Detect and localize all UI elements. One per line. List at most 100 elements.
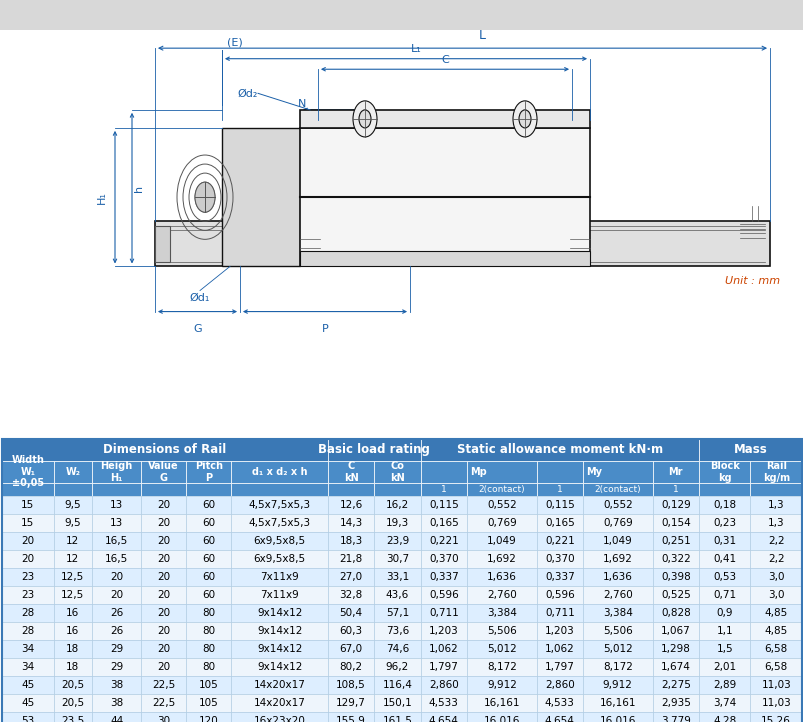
Text: 1,062: 1,062 <box>429 644 459 654</box>
Bar <box>420 461 467 483</box>
Text: 43,6: 43,6 <box>385 590 409 600</box>
Bar <box>186 622 231 640</box>
Text: 16,016: 16,016 <box>483 716 520 722</box>
Text: 108,5: 108,5 <box>336 680 365 690</box>
Text: 1,203: 1,203 <box>429 626 459 636</box>
Bar <box>374 622 420 640</box>
Text: 15: 15 <box>21 500 35 510</box>
Text: 6,58: 6,58 <box>764 644 787 654</box>
Text: 60: 60 <box>202 536 215 546</box>
Text: 22,5: 22,5 <box>152 698 175 708</box>
Text: Ød₂: Ød₂ <box>238 88 258 98</box>
Bar <box>2 640 54 658</box>
Bar <box>536 712 582 722</box>
Text: 4,654: 4,654 <box>428 716 459 722</box>
Bar <box>231 496 328 514</box>
Bar <box>467 640 536 658</box>
Text: Value
G: Value G <box>149 461 179 482</box>
Text: 0,9: 0,9 <box>715 608 732 618</box>
Bar <box>328 694 374 712</box>
Text: 1: 1 <box>556 485 562 494</box>
Bar <box>222 128 300 266</box>
Bar <box>92 658 141 676</box>
Bar <box>420 496 467 514</box>
Bar <box>652 550 698 568</box>
Bar <box>582 694 652 712</box>
Text: 12: 12 <box>66 536 79 546</box>
Bar <box>536 568 582 586</box>
Text: 38: 38 <box>110 680 123 690</box>
Text: Unit : mm: Unit : mm <box>724 277 779 287</box>
Text: 8,172: 8,172 <box>602 662 632 672</box>
Bar <box>231 568 328 586</box>
Text: 0,115: 0,115 <box>429 500 459 510</box>
Bar <box>328 496 374 514</box>
Bar <box>231 604 328 622</box>
Bar <box>2 439 328 461</box>
Text: Mr: Mr <box>667 467 683 477</box>
Text: 0,769: 0,769 <box>602 518 632 528</box>
Bar <box>420 532 467 550</box>
Text: 1,797: 1,797 <box>544 662 574 672</box>
Text: 1,1: 1,1 <box>715 626 732 636</box>
Bar <box>536 676 582 694</box>
Bar <box>749 483 801 496</box>
Bar <box>54 712 92 722</box>
Text: 5,506: 5,506 <box>602 626 632 636</box>
Bar <box>582 496 652 514</box>
Bar <box>652 622 698 640</box>
Bar <box>698 622 749 640</box>
Bar <box>374 640 420 658</box>
Text: 12,5: 12,5 <box>61 590 84 600</box>
Text: H₁: H₁ <box>97 191 107 204</box>
Bar <box>652 461 698 483</box>
Bar <box>2 658 54 676</box>
Bar <box>2 712 54 722</box>
Text: (E): (E) <box>226 37 243 47</box>
Bar <box>698 532 749 550</box>
Bar <box>141 461 186 483</box>
Text: 34: 34 <box>21 644 35 654</box>
Text: 0,221: 0,221 <box>429 536 459 546</box>
Bar <box>54 461 92 483</box>
Text: 16,2: 16,2 <box>385 500 409 510</box>
Bar <box>698 461 749 483</box>
Text: 1: 1 <box>672 485 678 494</box>
Bar <box>92 532 141 550</box>
Bar <box>374 483 420 496</box>
Text: 73,6: 73,6 <box>385 626 409 636</box>
Text: 4,5x7,5x5,3: 4,5x7,5x5,3 <box>248 500 310 510</box>
Text: 1,3: 1,3 <box>767 518 784 528</box>
Text: 6x9,5x8,5: 6x9,5x8,5 <box>253 536 305 546</box>
Bar <box>749 676 801 694</box>
Bar <box>231 532 328 550</box>
Text: 20: 20 <box>157 662 170 672</box>
Bar <box>582 622 652 640</box>
Text: 161,5: 161,5 <box>382 716 412 722</box>
Bar <box>374 586 420 604</box>
Text: 2,01: 2,01 <box>712 662 736 672</box>
Text: 20: 20 <box>110 590 123 600</box>
Text: L: L <box>479 29 485 42</box>
Text: 32,8: 32,8 <box>339 590 362 600</box>
Text: 9x14x12: 9x14x12 <box>257 644 302 654</box>
Text: 3,384: 3,384 <box>487 608 516 618</box>
Bar <box>54 694 92 712</box>
Bar <box>536 586 582 604</box>
Text: Static allowance moment kN·m: Static allowance moment kN·m <box>456 443 662 456</box>
Circle shape <box>519 110 530 128</box>
Bar <box>582 532 652 550</box>
Text: 0,23: 0,23 <box>712 518 736 528</box>
Bar <box>420 604 467 622</box>
Text: Block
kg: Block kg <box>709 461 739 482</box>
Bar <box>2 604 54 622</box>
Bar <box>300 128 589 266</box>
Bar <box>467 622 536 640</box>
Text: 13: 13 <box>110 518 123 528</box>
Text: 80: 80 <box>202 626 215 636</box>
Bar <box>749 514 801 532</box>
Text: 7x11x9: 7x11x9 <box>260 572 299 582</box>
Text: 6,58: 6,58 <box>764 662 787 672</box>
Bar <box>652 694 698 712</box>
Bar <box>328 604 374 622</box>
